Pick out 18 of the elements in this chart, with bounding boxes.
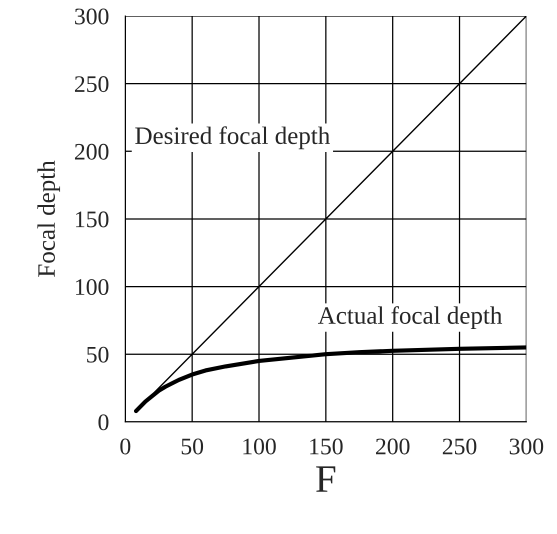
annotation: Desired focal depth	[135, 126, 330, 150]
y-tick-label: 0	[98, 414, 108, 430]
y-tick-label: 150	[76, 211, 108, 228]
y-tick-label: 100	[76, 279, 108, 296]
x-tick-label: 50	[182, 438, 204, 454]
x-axis-title: F	[316, 466, 336, 492]
y-tick-label: 300	[75, 8, 108, 24]
x-tick-label: 100	[243, 438, 276, 454]
x-tick-label: 0	[120, 438, 130, 454]
y-axis-title: Focal depth	[37, 160, 60, 277]
x-tick-label: 200	[376, 438, 410, 454]
x-tick-label: 150	[310, 438, 343, 454]
y-tick-label: 50	[87, 346, 108, 363]
x-tick-label: 300	[510, 438, 544, 454]
y-tick-label: 200	[74, 144, 108, 160]
annotation: Actual focal depth	[318, 306, 502, 330]
y-tick-label: 250	[74, 76, 108, 92]
x-tick-label: 250	[442, 438, 476, 454]
